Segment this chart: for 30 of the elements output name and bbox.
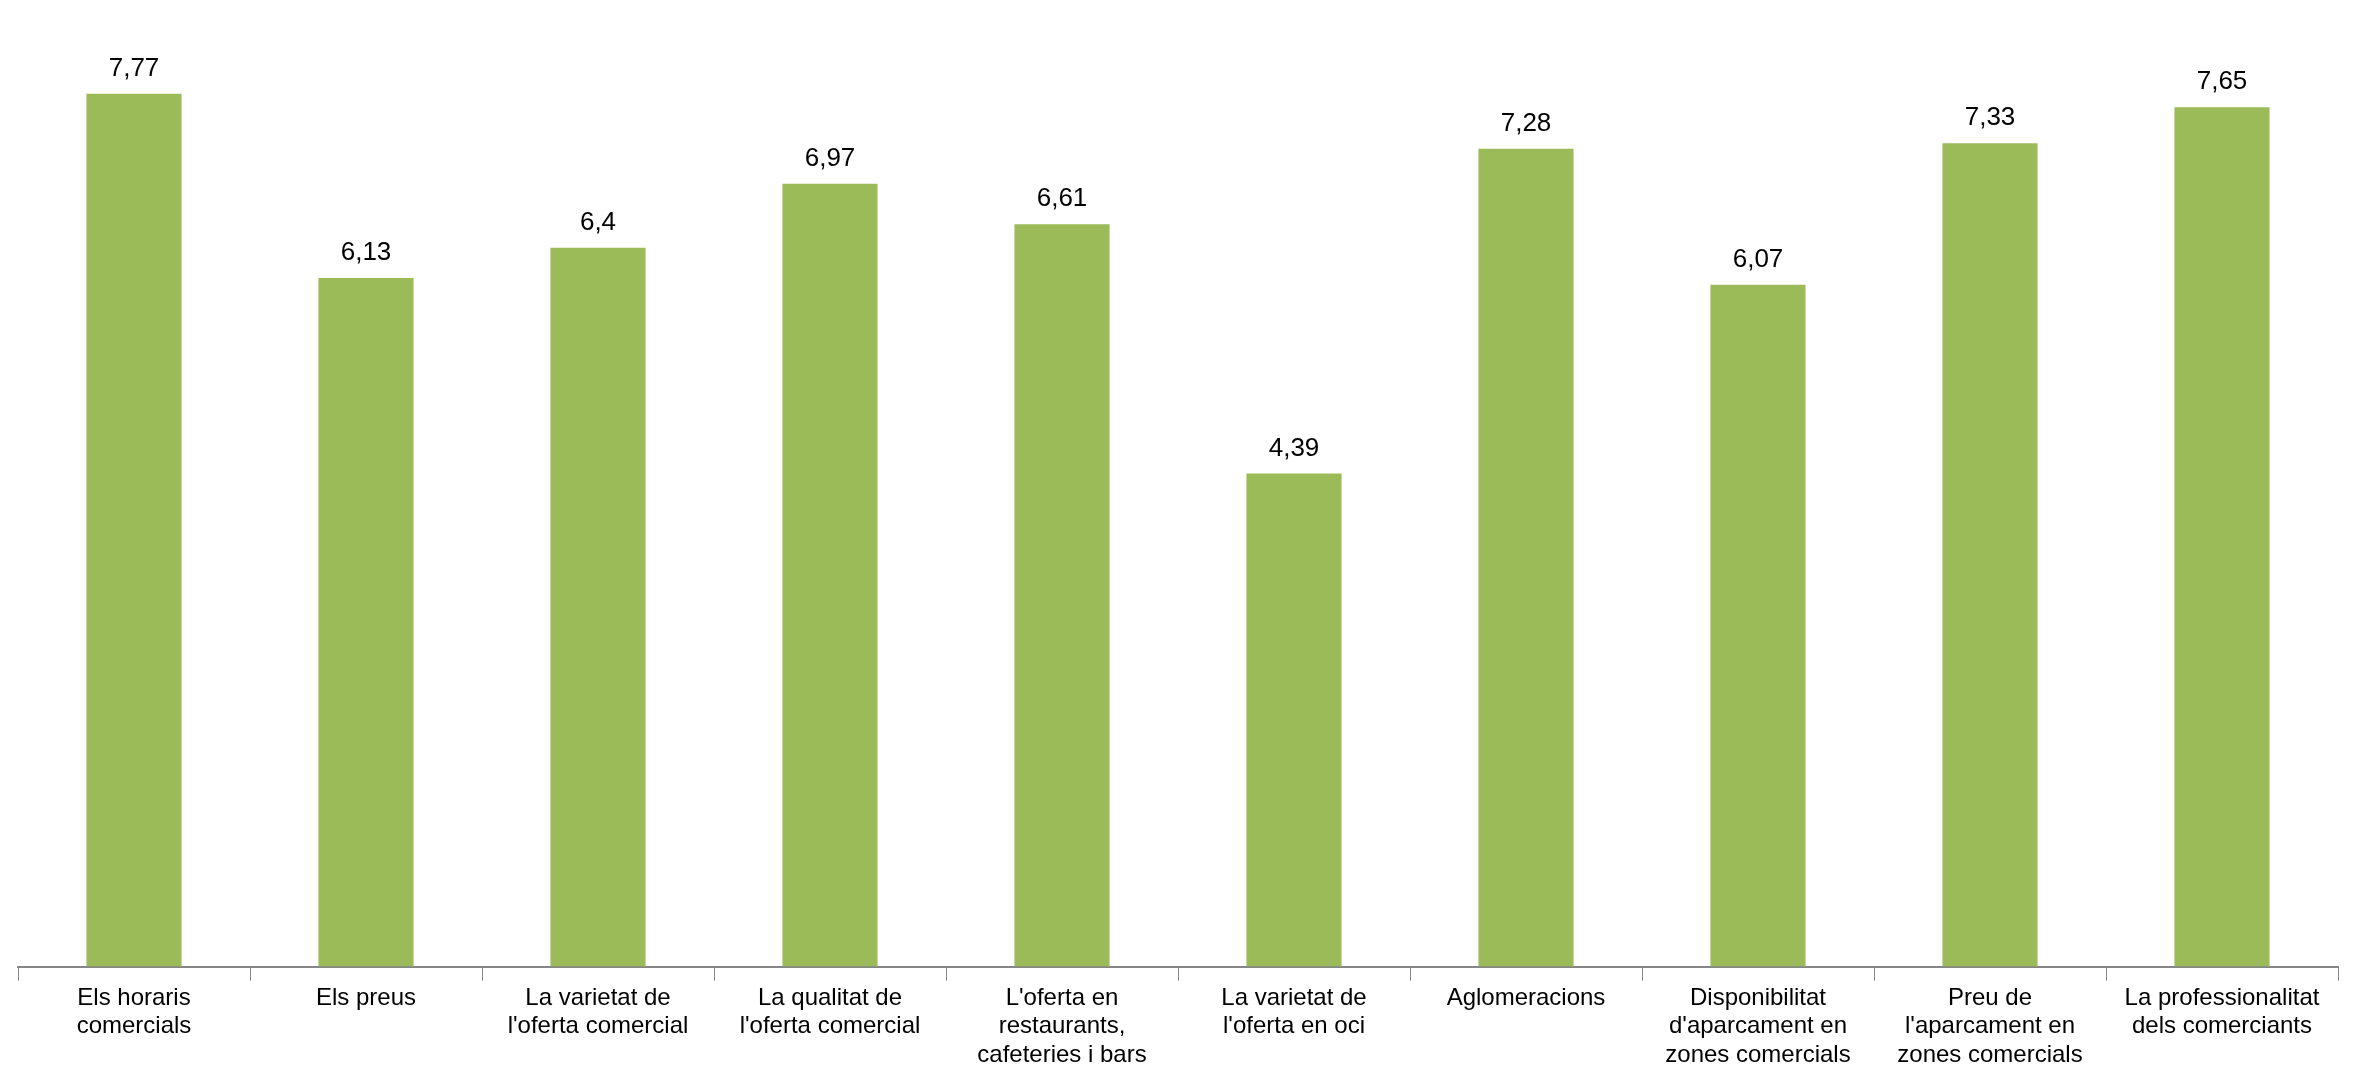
x-tick-label: Preu de l'aparcament en zones comercials bbox=[1897, 982, 2083, 1068]
bar bbox=[1710, 284, 1806, 967]
bar bbox=[318, 278, 414, 967]
data-label: 7,33 bbox=[1964, 101, 2016, 132]
data-label: 6,97 bbox=[804, 141, 856, 172]
bar bbox=[550, 247, 646, 967]
bar bbox=[1246, 473, 1342, 967]
x-tick-label: La qualitat de l'oferta comercial bbox=[739, 982, 921, 1039]
x-tick-label: L'oferta en restaurants, cafeteries i bars bbox=[977, 982, 1147, 1068]
bar bbox=[86, 93, 182, 967]
bar bbox=[1014, 224, 1110, 967]
data-label: 7,65 bbox=[2196, 65, 2248, 96]
bar bbox=[1942, 143, 2038, 967]
x-tick-label: Aglomeracions bbox=[1446, 982, 1606, 1010]
data-label: 6,4 bbox=[579, 205, 617, 236]
data-label: 7,77 bbox=[108, 52, 160, 83]
x-tick-label: Disponibilitat d'aparcament en zones comercials bbox=[1665, 982, 1851, 1068]
x-tick-label: Els horaris comercials bbox=[76, 982, 192, 1039]
data-label: 6,13 bbox=[340, 236, 392, 267]
x-tick-label: La varietat de l'oferta en oci bbox=[1221, 982, 1367, 1039]
bar bbox=[1478, 148, 1574, 967]
data-label: 7,28 bbox=[1500, 107, 1552, 138]
x-tick-label: Els preus bbox=[315, 982, 417, 1010]
bar bbox=[2174, 107, 2270, 967]
data-label: 6,61 bbox=[1036, 182, 1088, 213]
data-label: 4,39 bbox=[1268, 431, 1320, 462]
data-label: 6,07 bbox=[1732, 242, 1784, 273]
x-tick-label: La professionalitat dels comerciants bbox=[2124, 982, 2320, 1039]
x-tick-label: La varietat de l'oferta comercial bbox=[507, 982, 689, 1039]
bar bbox=[782, 183, 878, 967]
